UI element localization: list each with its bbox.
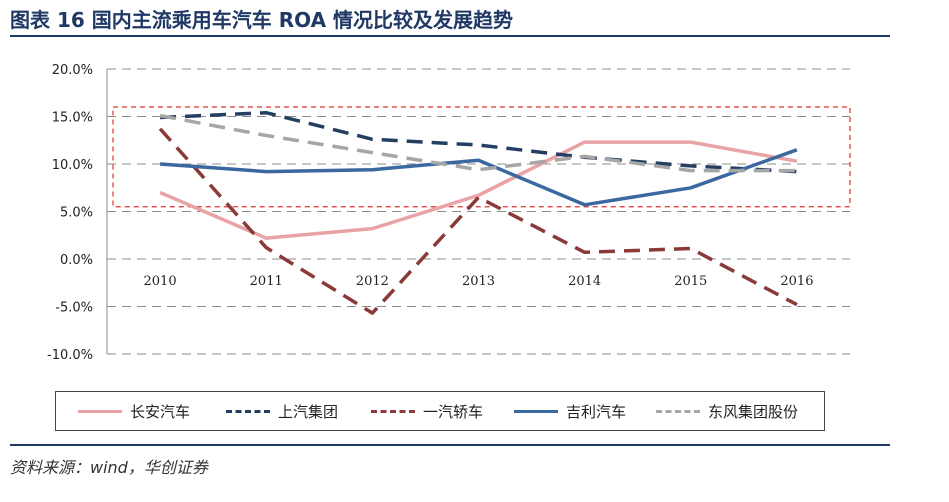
series-line: [159, 140, 798, 240]
series-line: [158, 127, 798, 315]
series-line: [159, 148, 798, 207]
x-tick-label: 2011: [250, 274, 283, 289]
y-tick-label: 15.0%: [52, 111, 93, 126]
legend-swatch: [226, 409, 270, 413]
legend-item: 一汽轿车: [371, 401, 483, 421]
legend-item: 上汽集团: [226, 401, 338, 421]
legend-label: 长安汽车: [130, 402, 191, 421]
legend-item: 长安汽车: [78, 401, 190, 421]
legend-swatch: [371, 409, 415, 413]
y-tick-label: 20.0%: [52, 63, 93, 78]
title-rule: [10, 35, 890, 37]
x-tick-label: 2013: [462, 274, 495, 289]
y-tick-label: 5.0%: [60, 206, 93, 221]
y-tick-label: 0.0%: [60, 253, 93, 268]
legend-label: 东风集团股份: [708, 402, 799, 421]
series-line: [160, 110, 797, 174]
footer-rule: [10, 444, 890, 446]
legend-label: 一汽轿车: [423, 402, 484, 421]
highlight-box: [112, 106, 851, 208]
y-tick-label: -5.0%: [55, 301, 93, 316]
y-tick-label: 10.0%: [52, 158, 93, 173]
legend-item: 吉利汽车: [514, 401, 626, 421]
y-tick-label: -10.0%: [47, 348, 93, 363]
legend-label: 上汽集团: [278, 402, 339, 421]
chart-title: 图表 16 国内主流乘用车汽车 ROA 情况比较及发展趋势: [10, 8, 514, 32]
x-tick-label: 2010: [144, 274, 177, 289]
x-tick-label: 2015: [674, 274, 707, 289]
x-tick-label: 2014: [568, 274, 601, 289]
legend-label: 吉利汽车: [566, 402, 627, 421]
line-chart: 20.0% 15.0% 10.0% 5.0% 0.0% -5.0% -10.0% 2010 20…: [47, 63, 851, 363]
series-line: [159, 113, 797, 173]
x-tick-label: 2016: [780, 274, 813, 289]
legend-swatch: [656, 409, 700, 413]
legend-item: 东风集团股份: [656, 401, 798, 421]
legend-swatch: [78, 409, 122, 413]
legend-swatch: [514, 409, 558, 413]
legend: 长安汽车 上汽集团 一汽轿车 吉利汽车 东风集团股份: [55, 391, 825, 431]
source-note: 资料来源：wind，华创证券: [10, 458, 208, 477]
x-tick-label: 2012: [356, 274, 389, 289]
